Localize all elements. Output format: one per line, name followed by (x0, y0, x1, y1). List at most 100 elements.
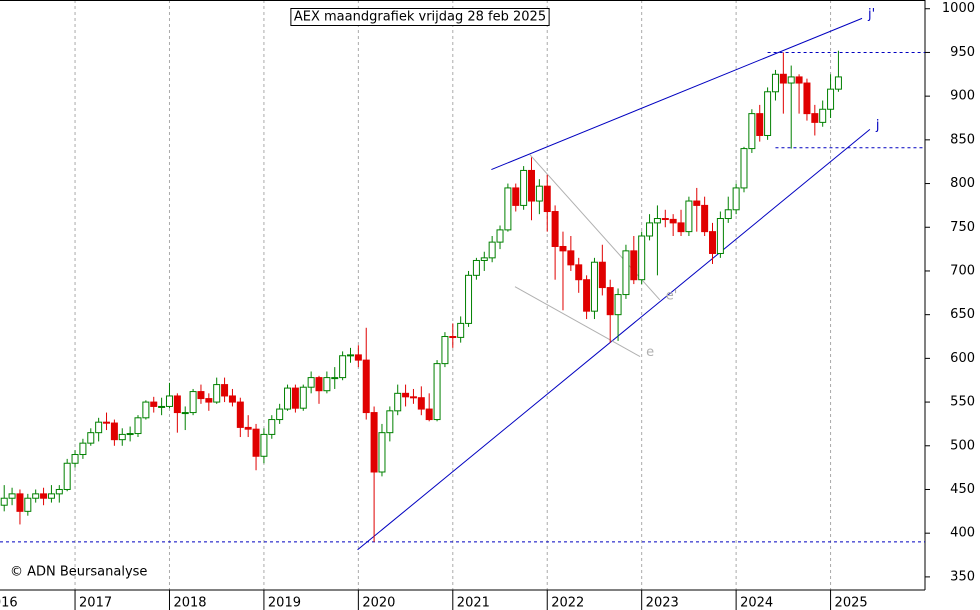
x-tick-label: 2023 (646, 596, 679, 610)
candle-body (512, 187, 520, 206)
candle-body (441, 336, 449, 365)
y-tick-label: 650 (950, 307, 975, 322)
candle-body (732, 187, 740, 211)
y-tick-label: 900 (950, 89, 975, 104)
candle-body (771, 73, 779, 93)
candle-body (693, 200, 701, 206)
y-tick-label: 850 (950, 132, 975, 147)
candle-body (189, 391, 197, 414)
x-tick-label: 2020 (362, 596, 395, 610)
candle-body (260, 433, 268, 457)
candle-body (47, 493, 55, 499)
candle-body (402, 392, 410, 398)
candle-body (71, 454, 79, 464)
candle-body (646, 222, 654, 237)
candle-body (409, 396, 417, 399)
x-tick-label: 2024 (740, 596, 773, 610)
trendline-label: j (875, 118, 880, 133)
candle-body (252, 428, 260, 457)
x-tick-label: 2021 (457, 596, 490, 610)
candle-body (520, 169, 528, 206)
candle-body (811, 113, 819, 123)
y-tick-label: 700 (950, 263, 975, 278)
candle-body (40, 493, 48, 499)
trendline (529, 154, 661, 301)
candle-body (24, 497, 32, 512)
y-tick-label: 950 (950, 45, 975, 60)
candle-body (142, 401, 150, 419)
candle-body (118, 433, 126, 441)
candle-body (709, 231, 717, 254)
candle-body (543, 185, 551, 213)
candle-body (221, 384, 229, 397)
source-label: © ADN Beursanalyse (10, 565, 147, 580)
trendline-label: e' (666, 288, 678, 303)
candle-body (331, 377, 339, 380)
candle-body (291, 387, 299, 409)
y-tick-label: 750 (950, 220, 975, 235)
x-tick-label: 2018 (173, 596, 206, 610)
candle-body (638, 235, 646, 281)
candle-body (268, 419, 276, 435)
candle-body (677, 222, 685, 233)
candle-body (661, 218, 669, 221)
candle-body (165, 395, 173, 407)
candle-body (496, 229, 504, 243)
candle-body (449, 336, 457, 339)
candle-body (181, 412, 189, 415)
y-tick-label: 500 (950, 438, 975, 453)
candle-body (803, 82, 811, 115)
candle-body (284, 387, 292, 410)
x-tick-label: 2025 (835, 596, 868, 610)
candle-body (559, 245, 567, 252)
candle-body (0, 497, 8, 506)
candle-body (575, 264, 583, 281)
candle-body (394, 392, 402, 412)
candle-body (756, 113, 764, 136)
y-tick-label: 550 (950, 395, 975, 410)
candle-body (79, 442, 87, 456)
candle-body (16, 493, 24, 512)
candle-body (834, 76, 842, 90)
candle-body (701, 204, 709, 233)
candle-body (307, 377, 315, 388)
candle-body (362, 359, 370, 414)
candle-body (653, 218, 661, 224)
candle-body (276, 408, 284, 421)
candle-body (472, 259, 480, 276)
y-tick-label: 800 (950, 176, 975, 191)
x-tick-label: 2019 (268, 596, 301, 610)
candle-body (740, 148, 748, 189)
candle-body (134, 417, 142, 435)
title-box (290, 8, 550, 26)
y-tick-label: 350 (950, 569, 975, 584)
candle-body (126, 433, 134, 436)
candle-body (488, 241, 496, 259)
candle-body (244, 426, 252, 430)
trendline-label: j' (867, 7, 875, 22)
candle-body (370, 412, 378, 473)
candle-body (528, 169, 535, 202)
candle-body (236, 401, 244, 428)
candle-body (110, 422, 118, 441)
candle-body (598, 261, 606, 289)
candle-body (417, 397, 425, 410)
candle-body (819, 108, 827, 123)
candle-body (480, 257, 488, 261)
candle-body (95, 421, 103, 434)
candle-body (795, 76, 803, 84)
candle-body (315, 377, 323, 392)
candle-body (716, 218, 724, 254)
x-tick-label: 2016 (0, 596, 18, 610)
chart-title: AEX maandgrafiek vrijdag 28 feb 2025 (294, 10, 546, 25)
candle-body (764, 91, 772, 136)
trendline (514, 286, 641, 358)
x-tick-label: 2022 (551, 596, 584, 610)
candle-body (622, 250, 630, 296)
candle-body (346, 354, 354, 357)
candle-body (614, 294, 622, 316)
candle-body (228, 395, 236, 403)
x-tick-label: 2017 (79, 596, 112, 610)
